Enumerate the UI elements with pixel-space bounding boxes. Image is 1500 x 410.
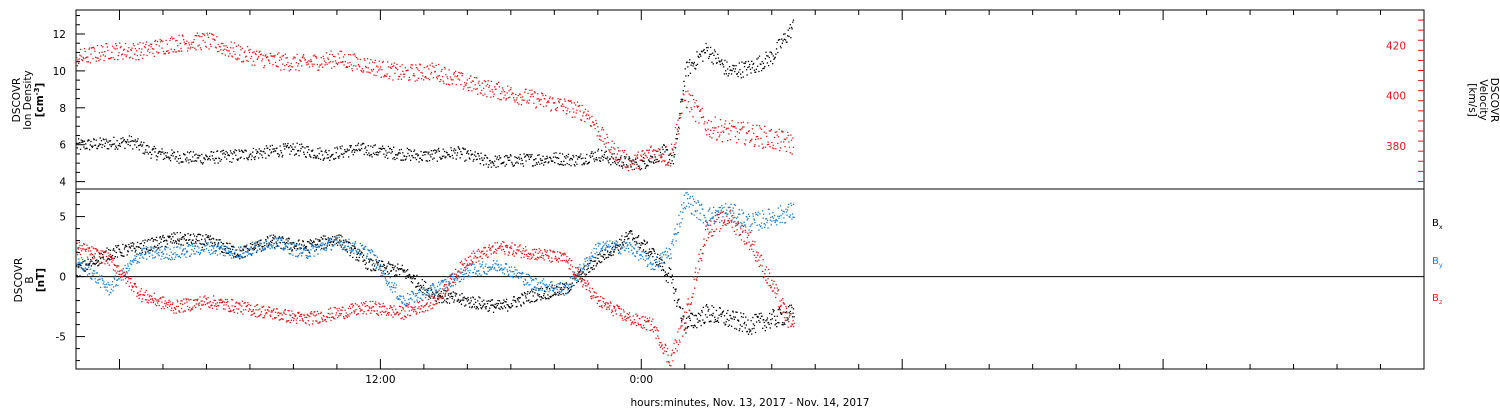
time-tick-label: 0:00 bbox=[629, 374, 653, 386]
density-velocity-panel: 4 6 8 10 12 380 400 420 DSCOVR Ion Density [cm… bbox=[11, 9, 1500, 190]
bottom-left-tick-label: -5 bbox=[56, 332, 66, 344]
top-left-tick-label: 8 bbox=[59, 103, 66, 115]
density-label-line2: Ion Density bbox=[22, 70, 34, 129]
density-series bbox=[76, 19, 795, 171]
velocity-label-line2: Velocity bbox=[1477, 79, 1489, 120]
density-axis-label: DSCOVR Ion Density [cm-3] bbox=[11, 70, 46, 129]
bz-series bbox=[76, 209, 795, 367]
velocity-label-line1: DSCOVR bbox=[1488, 78, 1500, 123]
density-label-line3: [cm-3] bbox=[33, 83, 46, 118]
bottom-left-tick-label: 5 bbox=[59, 212, 66, 224]
top-right-tick-label: 400 bbox=[1386, 91, 1406, 103]
field-label-line2: B bbox=[24, 276, 36, 283]
field-label-line1: DSCOVR bbox=[13, 258, 25, 303]
top-right-tick-label: 420 bbox=[1386, 40, 1406, 52]
field-axis-label: DSCOVR B [nT] bbox=[13, 258, 47, 303]
top-right-axis: 380 400 420 bbox=[1386, 19, 1424, 182]
bottom-data-layer bbox=[76, 191, 795, 367]
magnetic-field-panel: -5 0 5 12:00 0:00 DSCOVR B [nT] Bx By Bz bbox=[13, 10, 1443, 386]
legend-by: By bbox=[1432, 256, 1443, 269]
top-left-tick-label: 12 bbox=[53, 29, 66, 41]
top-left-tick-label: 6 bbox=[59, 140, 66, 152]
legend: Bx By Bz bbox=[1432, 218, 1443, 306]
top-left-axis: 4 6 8 10 12 bbox=[53, 15, 85, 189]
bottom-left-tick-label: 0 bbox=[59, 272, 66, 284]
bottom-panel-frame bbox=[75, 188, 1425, 370]
time-tick-label: 12:00 bbox=[365, 374, 395, 386]
legend-bx: Bx bbox=[1432, 218, 1443, 231]
legend-bz: Bz bbox=[1432, 293, 1443, 306]
velocity-label-line3: [km/s] bbox=[1466, 83, 1478, 117]
top-left-tick-label: 10 bbox=[53, 66, 66, 78]
top-left-tick-label: 4 bbox=[59, 177, 66, 189]
x-axis-title: hours:minutes, Nov. 13, 2017 - Nov. 14, … bbox=[631, 397, 870, 409]
velocity-series bbox=[76, 32, 795, 172]
density-label-line1: DSCOVR bbox=[11, 78, 23, 123]
top-right-tick-label: 380 bbox=[1386, 141, 1406, 153]
top-data-layer bbox=[76, 19, 795, 172]
by-series bbox=[76, 191, 795, 307]
field-label-line3: [nT] bbox=[35, 268, 47, 292]
velocity-axis-label: DSCOVR Velocity [km/s] bbox=[1466, 78, 1500, 123]
time-axis: 12:00 0:00 bbox=[75, 10, 1425, 386]
